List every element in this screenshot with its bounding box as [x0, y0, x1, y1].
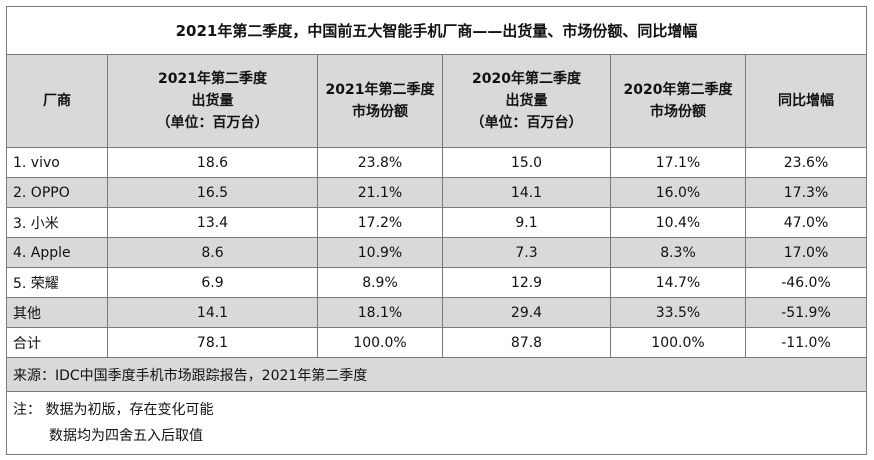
table-row: 3. 小米 13.4 17.2% 9.1 10.4% 47.0%	[6, 207, 868, 238]
share-2021-cell: 18.1%	[317, 297, 443, 328]
shipments-2021-cell: 14.1	[107, 297, 318, 328]
footnote-line-2: 数据均为四舍五入后取值	[49, 428, 203, 444]
vendor-cell: 其他	[6, 297, 108, 328]
share-2020-cell: 100.0%	[610, 327, 746, 358]
table-row: 1. vivo 18.6 23.8% 15.0 17.1% 23.6%	[6, 147, 868, 178]
shipments-2021-cell: 13.4	[107, 207, 318, 238]
shipments-2020-cell: 14.1	[442, 177, 611, 208]
shipments-2021-cell: 16.5	[107, 177, 318, 208]
share-2020-cell: 33.5%	[610, 297, 746, 328]
shipments-2021-cell: 18.6	[107, 147, 318, 178]
share-2020-cell: 10.4%	[610, 207, 746, 238]
header-q2-2021-shipments: 2021年第二季度 出货量 （单位：百万台）	[107, 54, 318, 148]
vendor-cell: 合计	[6, 327, 108, 358]
shipments-2020-cell: 15.0	[442, 147, 611, 178]
table-row: 其他 14.1 18.1% 29.4 33.5% -51.9%	[6, 297, 868, 328]
table-row: 5. 荣耀 6.9 8.9% 12.9 14.7% -46.0%	[6, 267, 868, 298]
vendor-cell: 3. 小米	[6, 207, 108, 238]
share-2021-cell: 21.1%	[317, 177, 443, 208]
shipments-2020-cell: 87.8	[442, 327, 611, 358]
shipment-table-container: 2021年第二季度，中国前五大智能手机厂商——出货量、市场份额、同比增幅 厂商 …	[5, 6, 868, 455]
header-q2-2021-share: 2021年第二季度 市场份额	[317, 54, 443, 148]
share-2021-cell: 10.9%	[317, 237, 443, 268]
yoy-cell: 17.0%	[744, 237, 868, 268]
footnote: 注： 数据为初版，存在变化可能 数据均为四舍五入后取值	[5, 391, 868, 455]
table-row: 4. Apple 8.6 10.9% 7.3 8.3% 17.0%	[6, 237, 868, 268]
vendor-cell: 4. Apple	[6, 237, 108, 268]
share-2020-cell: 14.7%	[610, 267, 746, 298]
smartphone-vendor-table: 2021年第二季度，中国前五大智能手机厂商——出货量、市场份额、同比增幅 厂商 …	[5, 6, 868, 455]
vendor-cell: 1. vivo	[6, 147, 108, 178]
share-2020-cell: 16.0%	[610, 177, 746, 208]
footnote-line-1: 注： 数据为初版，存在变化可能	[13, 402, 214, 418]
shipments-2021-cell: 6.9	[107, 267, 318, 298]
shipments-2020-cell: 9.1	[442, 207, 611, 238]
yoy-cell: 23.6%	[744, 147, 868, 178]
vendor-cell: 2. OPPO	[6, 177, 108, 208]
shipments-2021-cell: 78.1	[107, 327, 318, 358]
header-row: 厂商 2021年第二季度 出货量 （单位：百万台） 2021年第二季度 市场份额…	[6, 54, 868, 148]
yoy-cell: 47.0%	[744, 207, 868, 238]
yoy-cell: 17.3%	[744, 177, 868, 208]
header-vendor: 厂商	[6, 54, 108, 148]
yoy-cell: -51.9%	[744, 297, 868, 328]
share-2021-cell: 8.9%	[317, 267, 443, 298]
share-2021-cell: 23.8%	[317, 147, 443, 178]
shipments-2020-cell: 7.3	[442, 237, 611, 268]
table-row: 2. OPPO 16.5 21.1% 14.1 16.0% 17.3%	[6, 177, 868, 208]
shipments-2020-cell: 12.9	[442, 267, 611, 298]
yoy-cell: -11.0%	[744, 327, 868, 358]
header-q2-2020-shipments: 2020年第二季度 出货量 （单位：百万台）	[442, 54, 611, 148]
vendor-cell: 5. 荣耀	[6, 267, 108, 298]
header-yoy: 同比增幅	[744, 54, 868, 148]
shipments-2021-cell: 8.6	[107, 237, 318, 268]
share-2020-cell: 17.1%	[610, 147, 746, 178]
share-2020-cell: 8.3%	[610, 237, 746, 268]
share-2021-cell: 100.0%	[317, 327, 443, 358]
shipments-2020-cell: 29.4	[442, 297, 611, 328]
yoy-cell: -46.0%	[744, 267, 868, 298]
share-2021-cell: 17.2%	[317, 207, 443, 238]
total-row: 合计 78.1 100.0% 87.8 100.0% -11.0%	[6, 327, 868, 358]
source-note: 来源：IDC中国季度手机市场跟踪报告，2021年第二季度	[5, 357, 868, 392]
table-title: 2021年第二季度，中国前五大智能手机厂商——出货量、市场份额、同比增幅	[5, 6, 868, 55]
header-q2-2020-share: 2020年第二季度 市场份额	[610, 54, 746, 148]
